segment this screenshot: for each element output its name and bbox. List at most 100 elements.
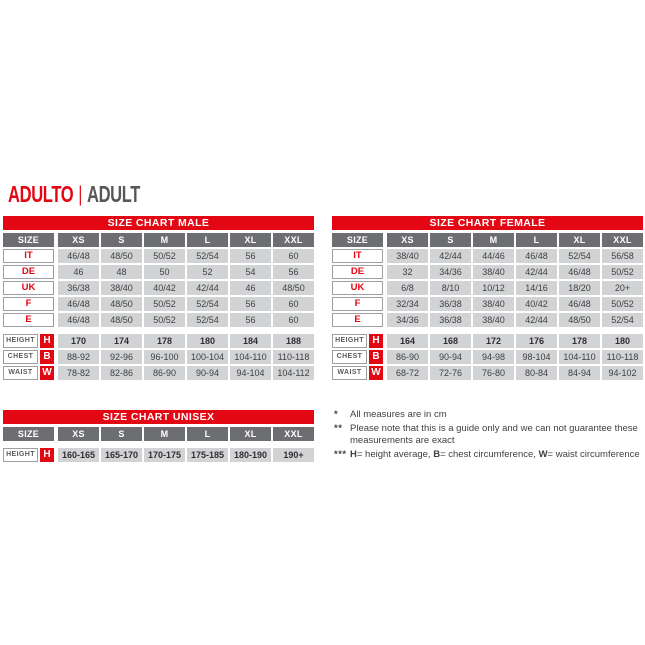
footnote-marker: * (334, 409, 339, 420)
measure-value: 174 (101, 334, 142, 348)
measure-label-text: CHEST (3, 350, 38, 364)
size-value: 42/44 (187, 281, 228, 295)
size-chart-female-title: SIZE CHART FEMALE (332, 216, 643, 230)
measure-value: 175-185 (187, 448, 228, 462)
row-label-de: DE (332, 265, 383, 279)
size-value: 52/54 (602, 313, 643, 327)
measure-value: 86-90 (144, 366, 185, 380)
size-value: 32/34 (387, 297, 428, 311)
measure-value: 160-165 (58, 448, 99, 462)
footnote-marker: *** (334, 449, 347, 460)
footnote: * All measures are in cm (334, 409, 643, 421)
size-value: 56 (230, 313, 271, 327)
size-value: 36/38 (430, 297, 471, 311)
measure-label-text: HEIGHT (332, 334, 367, 348)
size-column-header: SIZE (3, 233, 54, 247)
measure-row-label-waist: WAIST W (332, 366, 383, 380)
size-value: 48/50 (101, 313, 142, 327)
size-value: 54 (230, 265, 271, 279)
footnote: ** Please note that this is a guide only … (334, 423, 643, 447)
size-value: 48 (101, 265, 142, 279)
row-label-f: F (332, 297, 383, 311)
footnote-key-letter: H (350, 449, 357, 460)
measure-value: 176 (516, 334, 557, 348)
row-label-e: E (332, 313, 383, 327)
size-value: 46 (58, 265, 99, 279)
size-value: 10/12 (473, 281, 514, 295)
measure-letter-badge: H (369, 334, 383, 348)
footnote-segment: Please note that this is a guide only an… (350, 423, 638, 446)
measure-letter-badge: H (40, 448, 54, 462)
size-value: 34/36 (430, 265, 471, 279)
size-chart-male-title: SIZE CHART MALE (3, 216, 314, 230)
size-value: 46/48 (559, 297, 600, 311)
size-value: 60 (273, 249, 314, 263)
measure-value: 96-100 (144, 350, 185, 364)
column-header: S (101, 233, 142, 247)
measure-value: 180 (602, 334, 643, 348)
size-value: 38/40 (473, 313, 514, 327)
row-spacer (3, 329, 314, 332)
measure-value: 164 (387, 334, 428, 348)
column-header: L (516, 233, 557, 247)
measure-letter-badge: H (40, 334, 54, 348)
footnote-segment: = chest circumference, (440, 449, 539, 460)
footnote-segment: All measures are in cm (350, 409, 447, 420)
size-value: 46/48 (516, 249, 557, 263)
column-header: M (144, 233, 185, 247)
measure-letter-badge: B (369, 350, 383, 364)
size-value: 48/50 (101, 297, 142, 311)
title-adult: ADULT (86, 181, 141, 207)
size-value: 50/52 (602, 297, 643, 311)
size-chart-unisex-title: SIZE CHART UNISEX (3, 410, 314, 424)
measure-row-label-chest: CHEST B (332, 350, 383, 364)
measure-value: 94-98 (473, 350, 514, 364)
size-value: 14/16 (516, 281, 557, 295)
row-label-uk: UK (3, 281, 54, 295)
measure-row-label-height: HEIGHT H (3, 448, 54, 462)
size-value: 52/54 (187, 297, 228, 311)
measure-value: 76-80 (473, 366, 514, 380)
row-label-de: DE (3, 265, 54, 279)
size-value: 44/46 (473, 249, 514, 263)
size-value: 32 (387, 265, 428, 279)
size-value: 18/20 (559, 281, 600, 295)
measure-value: 188 (273, 334, 314, 348)
footnote-text: Please note that this is a guide only an… (350, 423, 643, 447)
size-value: 38/40 (473, 297, 514, 311)
measure-value: 178 (559, 334, 600, 348)
size-value: 56 (230, 297, 271, 311)
column-header: M (144, 427, 185, 441)
size-value: 60 (273, 313, 314, 327)
size-value: 40/42 (516, 297, 557, 311)
measure-value: 172 (473, 334, 514, 348)
measure-value: 90-94 (430, 350, 471, 364)
size-value: 46 (230, 281, 271, 295)
measure-value: 180 (187, 334, 228, 348)
measure-row-label-chest: CHEST B (3, 350, 54, 364)
size-value: 56 (230, 249, 271, 263)
size-value: 8/10 (430, 281, 471, 295)
footnotes: * All measures are in cm ** Please note tha… (334, 409, 643, 463)
measure-value: 110-118 (273, 350, 314, 364)
size-value: 48/50 (273, 281, 314, 295)
measure-label-text: WAIST (332, 366, 367, 380)
size-chart-female-grid: SIZE XS S M L XL XXL IT 38/40 42/44 44/46 46/48 52/5… (332, 233, 643, 380)
measure-value: 86-90 (387, 350, 428, 364)
measure-label-text: CHEST (332, 350, 367, 364)
footnote-marker: ** (334, 423, 343, 434)
size-value: 36/38 (430, 313, 471, 327)
size-value: 42/44 (516, 313, 557, 327)
measure-value: 168 (430, 334, 471, 348)
size-column-header: SIZE (332, 233, 383, 247)
column-header: S (101, 427, 142, 441)
size-value: 38/40 (387, 249, 428, 263)
column-header: XXL (273, 233, 314, 247)
measure-value: 88-92 (58, 350, 99, 364)
measure-value: 100-104 (187, 350, 228, 364)
size-value: 50 (144, 265, 185, 279)
footnote-key-letter: B (433, 449, 441, 460)
measure-letter-badge: W (40, 366, 54, 380)
column-header: L (187, 233, 228, 247)
